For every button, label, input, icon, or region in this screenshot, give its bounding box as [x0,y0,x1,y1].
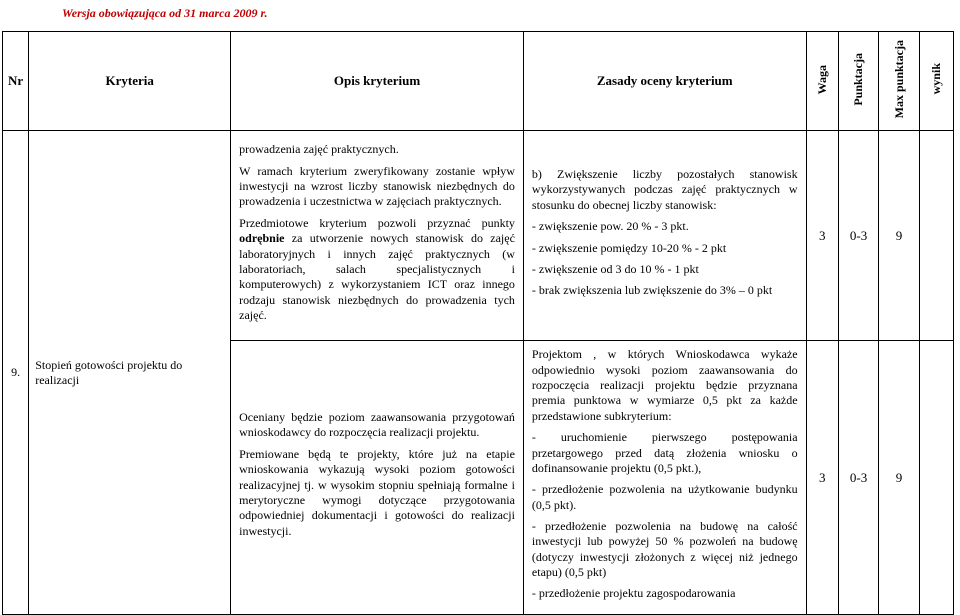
row-max: 9 [879,341,919,614]
table-header-row: Nr Kryteria Opis kryterium Zasady oceny … [3,32,954,131]
col-wynik-header: wynik [919,32,953,131]
opis-para: Przedmiotowe kryterium pozwoli przyznać … [239,216,515,324]
row-zasady: Projektom , w których Wnioskodawca wykaż… [523,341,806,614]
opis-para: Oceniany będzie poziom zaawansowania prz… [239,410,515,441]
col-zasady-header: Zasady oceny kryterium [523,32,806,131]
criteria-table: Nr Kryteria Opis kryterium Zasady oceny … [2,31,954,615]
row-wynik [919,341,953,614]
col-waga-header: Waga [806,32,838,131]
row-kryteria: Stopień gotowości projektu do realizacji [29,131,231,614]
zas-para: b) Zwiększenie liczby pozostałych stanow… [532,167,798,213]
zas-item: - przedłożenie projektu zagospodarowania [532,586,798,601]
row-wynik [919,131,953,341]
opis-para: Premiowane będą te projekty, które już n… [239,447,515,539]
row-max: 9 [879,131,919,341]
row-zasady: b) Zwiększenie liczby pozostałych stanow… [523,131,806,341]
opis-para: W ramach kryterium zweryfikowany zostani… [239,164,515,210]
zas-item: - zwiększenie pomiędzy 10-20 % - 2 pkt [532,241,798,256]
row-waga: 3 [806,341,838,614]
opis-para: prowadzenia zajęć praktycznych. [239,142,515,157]
opis-bold: odrębnie [239,231,284,245]
header-version-note: Wersja obowiązująca od 31 marca 2009 r. [0,0,960,31]
zas-item: - przedłożenie pozwolenia na budowę na c… [532,519,798,580]
col-max-label: Max punktacja [893,38,906,120]
opis-text: Przedmiotowe kryterium pozwoli przyznać … [239,216,515,230]
zas-item: - zwiększenie pow. 20 % - 3 pkt. [532,219,798,234]
zas-item: - brak zwiększenia lub zwiększenie do 3%… [532,283,798,298]
col-wynik-label: wynik [930,61,943,96]
col-opis-header: Opis kryterium [231,32,524,131]
row-opis: Oceniany będzie poziom zaawansowania prz… [231,341,524,614]
row-punktacja: 0-3 [838,131,878,341]
col-nr-header: Nr [3,32,29,131]
col-punktacja-label: Punktacja [852,51,865,108]
col-waga-label: Waga [816,63,829,96]
row-nr: 9. [3,131,29,614]
col-punktacja-header: Punktacja [838,32,878,131]
row-opis: prowadzenia zajęć praktycznych. W ramach… [231,131,524,341]
zas-para: Projektom , w których Wnioskodawca wykaż… [532,347,798,424]
col-max-header: Max punktacja [879,32,919,131]
zas-item: - przedłożenie pozwolenia na użytkowanie… [532,482,798,513]
row-waga: 3 [806,131,838,341]
col-kryteria-header: Kryteria [29,32,231,131]
table-row: 9. Stopień gotowości projektu do realiza… [3,131,954,341]
zas-item: - uruchomienie pierwszego postępowania p… [532,430,798,476]
zas-item: - zwiększenie od 3 do 10 % - 1 pkt [532,262,798,277]
row-punktacja: 0-3 [838,341,878,614]
